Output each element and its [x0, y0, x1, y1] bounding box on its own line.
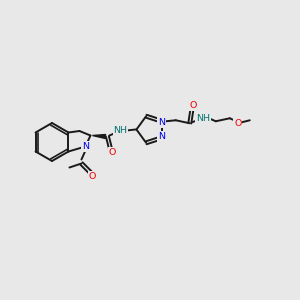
- Text: NH: NH: [196, 114, 210, 123]
- Text: O: O: [189, 101, 196, 110]
- Text: O: O: [89, 172, 96, 181]
- Text: N: N: [158, 118, 165, 127]
- Polygon shape: [92, 134, 106, 139]
- Text: N: N: [158, 132, 165, 141]
- Text: NH: NH: [113, 126, 128, 135]
- Text: O: O: [109, 148, 116, 157]
- Text: O: O: [234, 119, 242, 128]
- Text: N: N: [82, 142, 89, 151]
